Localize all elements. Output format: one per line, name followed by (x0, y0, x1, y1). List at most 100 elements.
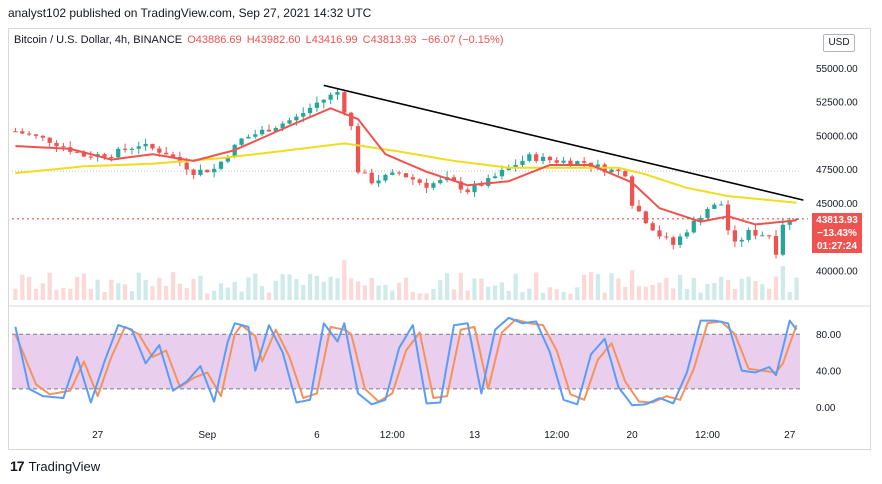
ohlc-low: L43416.99 (305, 34, 358, 46)
symbol-title: Bitcoin / U.S. Dollar, 4h, BINANCE (14, 34, 183, 46)
candle-body (40, 135, 45, 138)
candle-body (691, 220, 696, 233)
candle-body (773, 236, 779, 255)
volume-bar (232, 281, 237, 300)
volume-bar (397, 282, 402, 300)
candle-body (554, 160, 559, 163)
candle-body (27, 133, 32, 135)
candle-body (273, 127, 278, 132)
volume-bar (568, 293, 573, 300)
volume-bar (767, 288, 772, 300)
candle-body (150, 143, 155, 149)
volume-bar (486, 286, 491, 300)
candle-body (122, 148, 128, 150)
volume-bar (458, 272, 463, 300)
volume-bar (266, 292, 272, 300)
ohlc-change: −66.07 (−0.15%) (421, 34, 504, 46)
volume-bar (671, 288, 676, 300)
slow-moving-average-line (15, 142, 797, 204)
candle-body (568, 160, 573, 165)
tradingview-brand: TradingView (28, 458, 101, 474)
volume-bar (479, 278, 484, 300)
candle-body (657, 230, 662, 237)
candle-body (349, 112, 354, 127)
volume-bar (691, 277, 696, 300)
ohlc-high: H43982.60 (246, 34, 301, 46)
volume-bar (253, 273, 258, 300)
stoch-d-line (14, 318, 798, 404)
volume-bar (520, 292, 525, 300)
volume-bar (527, 288, 532, 300)
volume-bar (170, 272, 176, 300)
volume-bar (417, 293, 422, 300)
candle-body (623, 171, 628, 177)
candle-body (486, 178, 491, 186)
volume-bar (705, 284, 710, 300)
candle-body (664, 236, 669, 238)
candle-body (732, 230, 738, 242)
candle-body (492, 176, 498, 179)
candle-body (143, 143, 148, 147)
volume-bar (664, 277, 669, 300)
candle-body (20, 131, 25, 134)
candle-body (547, 156, 553, 161)
volume-bar (431, 288, 436, 300)
candle-body (54, 142, 59, 147)
last-price-value: 43813.93 (816, 215, 858, 226)
volume-bar (150, 286, 155, 300)
volume-bar (554, 289, 559, 300)
volume-bar (349, 278, 354, 300)
candle-body (321, 99, 326, 103)
volume-bar (629, 270, 635, 300)
volume-bar (335, 278, 340, 300)
volume-bar (499, 282, 505, 300)
volume-bar (561, 291, 566, 300)
time-axis-label: 6 (314, 430, 320, 441)
volume-bar (787, 291, 792, 300)
volume-bar (534, 272, 539, 300)
volume-bar (95, 279, 100, 300)
volume-bar (157, 277, 162, 300)
stoch-axis-label: 80.00 (816, 330, 841, 341)
candle-body (534, 154, 539, 161)
currency-button[interactable]: USD (823, 34, 855, 52)
candle-body (205, 169, 210, 173)
price-axis-label: 47500.00 (816, 165, 858, 176)
volume-bar (47, 272, 52, 300)
candle-body (383, 174, 388, 181)
volume-bar (287, 274, 292, 300)
time-axis-label: 27 (92, 430, 104, 441)
candle-body (513, 164, 518, 167)
candle-body (671, 237, 676, 245)
volume-bar (321, 281, 326, 300)
time-axis-label: 12:00 (695, 430, 720, 441)
volume-bar (623, 286, 628, 300)
candle-body (753, 230, 758, 236)
candle-body (342, 92, 347, 113)
volume-bar (609, 273, 614, 300)
volume-bar (636, 286, 642, 300)
volume-bar (136, 272, 141, 300)
volume-bar (280, 274, 285, 300)
volume-bar (74, 276, 80, 300)
volume-bar (205, 293, 210, 300)
candle-body (520, 160, 525, 165)
candle-body (677, 236, 683, 245)
volume-bar (191, 278, 196, 300)
symbol-legend[interactable]: Bitcoin / U.S. Dollar, 4h, BINANCE O4388… (14, 34, 503, 46)
candle-body (287, 120, 292, 124)
publisher-header: analyst102 published on TradingView.com,… (8, 6, 372, 20)
volume-bar (472, 278, 477, 300)
volume-bar (13, 288, 18, 300)
candle-body (458, 181, 463, 190)
candle-body (13, 131, 18, 133)
volume-bar (246, 277, 251, 300)
stoch-axis-label: 40.00 (816, 367, 841, 378)
volume-bar (540, 292, 546, 300)
candle-body (527, 154, 532, 161)
tradingview-footer[interactable]: 17 TradingView (10, 458, 100, 474)
ohlc-open: O43886.69 (187, 34, 242, 46)
fast-moving-average-line (15, 107, 797, 226)
candle-body (88, 156, 93, 158)
